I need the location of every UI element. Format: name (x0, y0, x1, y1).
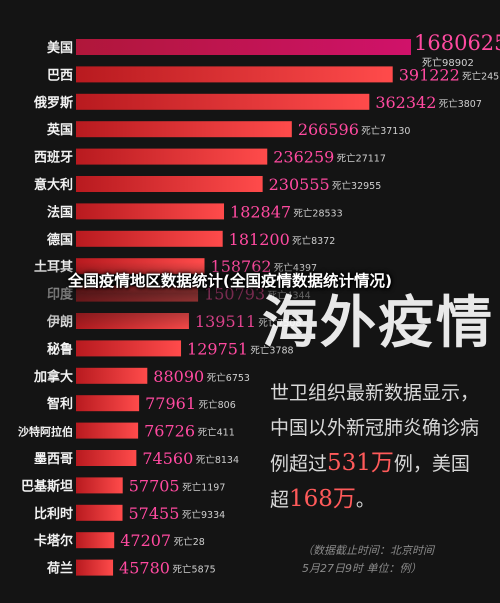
data-cutoff-line-1: （数据截止时间：北京时间 (302, 544, 434, 557)
overlay-caption: 全国疫情地区数据统计(全国疫情数据统计情况) (67, 272, 393, 290)
value-label-3: 362342 (375, 93, 436, 112)
bar-8 (76, 230, 223, 247)
category-label-4: 英国 (46, 122, 73, 138)
deaths-label-6: 死亡32955 (332, 180, 381, 192)
category-label-6: 意大利 (34, 177, 73, 193)
category-label-17: 巴基斯坦 (21, 478, 73, 494)
value-label-2: 391222 (399, 65, 460, 84)
deaths-label-12: 死亡3788 (250, 344, 293, 356)
value-label-14: 77961 (145, 394, 196, 413)
value-label-6: 230555 (269, 175, 330, 194)
data-cutoff-line-2: 5月27日9时 单位：例） (302, 562, 422, 575)
side-panel-text: 世卫组织最新数据显示，中国以外新冠肺炎确诊病例超过531万例，美国超168万。 (270, 376, 480, 518)
value-label-16: 74560 (142, 449, 193, 468)
bar-13 (76, 367, 148, 384)
category-label-15: 沙特阿拉伯 (18, 425, 73, 439)
side-text-part-5: 。 (355, 489, 375, 511)
bar-18 (76, 504, 123, 521)
bar-1 (76, 39, 411, 55)
bar-16 (76, 450, 137, 466)
category-label-2: 巴西 (47, 68, 73, 83)
category-label-13: 加拿大 (33, 369, 73, 385)
value-label-13: 88090 (153, 367, 204, 386)
deaths-label-19: 死亡28 (174, 536, 205, 548)
value-label-7: 182847 (230, 202, 291, 221)
value-label-18: 57455 (129, 504, 180, 523)
deaths-label-13: 死亡6753 (207, 372, 250, 384)
category-label-8: 德国 (47, 232, 73, 248)
deaths-label-15: 死亡411 (198, 427, 235, 439)
category-label-19: 卡塔尔 (34, 533, 73, 549)
value-label-17: 57705 (129, 476, 180, 495)
value-label-15: 76726 (144, 422, 195, 441)
side-text-highlight-531: 531万 (327, 450, 394, 476)
bar-7 (76, 203, 225, 220)
deaths-label-3: 死亡3807 (439, 98, 482, 110)
bar-15 (76, 422, 139, 439)
deaths-label-7: 死亡28533 (293, 207, 342, 219)
value-label-12: 129751 (187, 339, 248, 358)
deaths-label-2: 死亡24512 (462, 70, 500, 82)
bar-19 (76, 532, 115, 549)
value-label-19: 47207 (120, 531, 171, 550)
category-label-20: 荷兰 (46, 561, 73, 577)
deaths-label-17: 死亡1197 (182, 481, 225, 493)
category-label-18: 比利时 (34, 506, 73, 522)
bar-6 (76, 176, 263, 192)
deaths-label-8: 死亡8372 (292, 235, 335, 247)
category-label-12: 秘鲁 (47, 341, 73, 357)
bar-12 (76, 340, 182, 357)
category-label-16: 墨西哥 (34, 451, 73, 467)
side-panel-title: 海外疫情 (262, 290, 494, 356)
bar-5 (76, 148, 268, 165)
bar-4 (76, 121, 292, 138)
deaths-label-4: 死亡37130 (361, 125, 410, 137)
value-label-4: 266596 (298, 120, 359, 139)
deaths-label-18: 死亡9334 (182, 509, 225, 521)
category-label-1: 美国 (47, 40, 73, 56)
category-label-14: 智利 (47, 396, 73, 412)
deaths-label-20: 死亡5875 (173, 564, 216, 576)
deaths-label-5: 死亡27117 (337, 153, 386, 165)
category-label-7: 法国 (47, 204, 73, 220)
deaths-label-16: 死亡8134 (196, 454, 239, 466)
category-label-5: 西班牙 (34, 150, 73, 166)
deaths-label-1: 死亡98902 (422, 56, 474, 69)
category-label-3: 俄罗斯 (33, 95, 73, 111)
bar-17 (76, 477, 123, 494)
caption-shade (0, 262, 500, 332)
bar-14 (76, 395, 140, 412)
side-text-part-1: 世卫组织最新数据显示，中国以外新冠肺炎确诊病例超过 (270, 382, 480, 475)
bar-2 (76, 66, 393, 83)
value-label-5: 236259 (273, 148, 334, 167)
value-label-8: 181200 (229, 230, 290, 249)
data-cutoff-note: （数据截止时间：北京时间 5月27日9时 单位：例） (302, 542, 482, 578)
side-text-highlight-168: 168万 (289, 486, 356, 512)
value-label-1: 1680625 (414, 31, 500, 55)
bar-3 (76, 93, 370, 110)
value-label-20: 45780 (119, 559, 170, 578)
deaths-label-14: 死亡806 (199, 399, 236, 411)
bar-20 (76, 559, 114, 576)
side-text-part-3: 例，美国超 (270, 453, 470, 511)
